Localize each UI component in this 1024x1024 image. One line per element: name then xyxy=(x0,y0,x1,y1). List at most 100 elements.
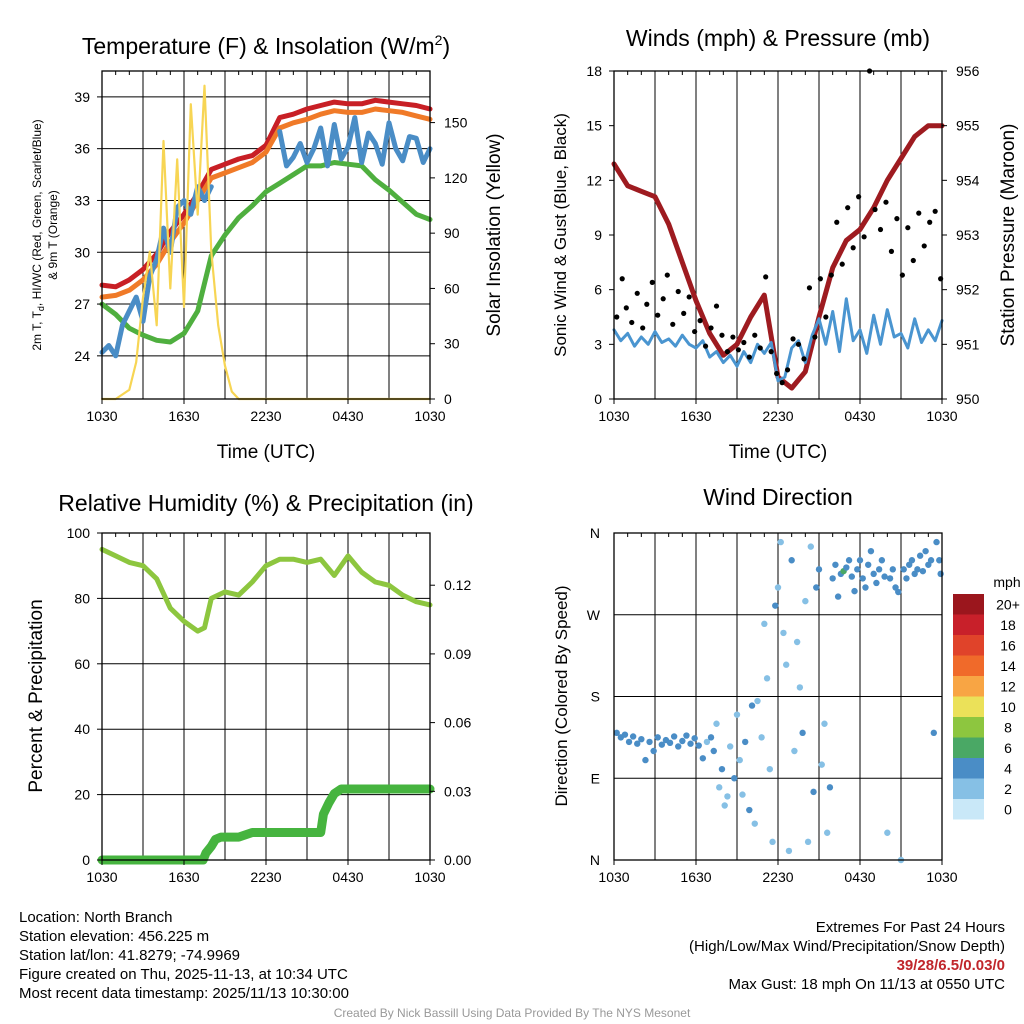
wind-direction-point xyxy=(642,756,649,764)
wind-direction-point xyxy=(777,538,784,546)
wind-direction-point xyxy=(769,838,776,846)
gust-point xyxy=(686,294,692,300)
wind-direction-point xyxy=(774,584,782,591)
colorbar-swatch xyxy=(953,614,984,635)
wind-direction-point xyxy=(683,732,690,739)
x-tick-label: 0430 xyxy=(844,869,875,885)
gust-point xyxy=(927,219,933,225)
gust-point xyxy=(644,301,650,307)
credit-line: Created By Nick Bassill Using Data Provi… xyxy=(333,1006,691,1020)
gust-point xyxy=(702,343,709,349)
x-tick-label: 1030 xyxy=(926,869,957,885)
wind-direction-point xyxy=(810,788,817,796)
wind-direction-point xyxy=(845,557,853,564)
wind-direction-chart-title: Wind Direction xyxy=(703,484,853,510)
y-tick-label: 15 xyxy=(586,118,602,134)
y-tick-label: N xyxy=(590,525,600,541)
wind-direction-point xyxy=(927,557,935,564)
wind-direction-point xyxy=(761,620,768,628)
gust-point xyxy=(697,318,703,324)
x-tick-label: 1630 xyxy=(168,408,199,424)
gust-point xyxy=(823,314,829,320)
y-tick-label: 9 xyxy=(594,227,602,243)
wind-direction-point xyxy=(821,720,828,727)
wind-direction-point xyxy=(675,743,682,750)
y-tick-label: 18 xyxy=(586,63,602,79)
wind-direction-point xyxy=(687,740,694,747)
colorbar-swatch xyxy=(953,758,984,779)
wind-direction-point xyxy=(748,702,756,709)
colorbar-label: 18 xyxy=(1000,617,1016,633)
extremes-values: 39/28/6.5/0.03/0 xyxy=(896,957,1005,974)
humidity-y-axis-label: Percent & Precipitation xyxy=(26,599,47,792)
y-tick-label: S xyxy=(591,689,600,705)
station-location: Location: North Branch xyxy=(19,909,173,926)
wind-direction-point xyxy=(736,756,743,764)
td-line xyxy=(99,160,433,345)
y-right-tick-label: 954 xyxy=(956,172,980,188)
gust-point xyxy=(649,279,655,285)
wind-direction-point xyxy=(733,711,741,718)
wind-direction-point xyxy=(721,802,728,809)
x-tick-label: 0430 xyxy=(332,869,363,885)
y-tick-label: 80 xyxy=(74,590,90,606)
x-tick-label: 2230 xyxy=(250,408,281,424)
gust-point xyxy=(640,325,646,331)
gust-point xyxy=(614,314,620,320)
gust-point xyxy=(899,272,905,278)
wind-direction-point xyxy=(886,575,894,582)
wind-direction-point xyxy=(699,755,707,762)
y-right-tick-label: 956 xyxy=(956,63,980,79)
wind-direction-point xyxy=(726,743,734,750)
gust-point xyxy=(806,285,813,291)
wind-direction-point xyxy=(930,729,937,737)
wind-direction-point xyxy=(718,765,726,773)
wind-direction-point xyxy=(658,741,666,748)
temperature-panel: Temperature (F) & Insolation (W/m2) 1030… xyxy=(30,32,505,463)
wind-direction-point xyxy=(695,742,702,749)
gust-point xyxy=(730,334,736,340)
wind-direction-point xyxy=(826,784,834,791)
y-tick-label: 24 xyxy=(74,348,90,364)
wind-direction-point xyxy=(621,731,629,738)
humidity-grid xyxy=(102,533,430,860)
gust-point xyxy=(888,248,895,254)
y-tick-label: E xyxy=(591,770,600,786)
wind-direction-point xyxy=(802,597,809,605)
y-right-tick-label: 0.00 xyxy=(444,852,471,868)
gust-point xyxy=(623,305,629,311)
gust-point xyxy=(741,339,747,346)
gust-point xyxy=(774,370,780,377)
colorbar-label: 10 xyxy=(1000,699,1016,715)
wind-direction-point xyxy=(815,566,823,573)
wind-direction-point xyxy=(634,740,641,747)
colorbar-swatch xyxy=(953,655,984,676)
gust-point xyxy=(916,210,922,216)
y-tick-label: 27 xyxy=(74,296,90,312)
x-tick-label: 1030 xyxy=(926,408,957,424)
wind-direction-point xyxy=(646,738,653,746)
y-right-tick-label: 0.09 xyxy=(444,646,471,662)
winds-chart-title: Winds (mph) & Pressure (mb) xyxy=(626,25,930,51)
gust-point xyxy=(921,243,927,249)
gust-point xyxy=(692,328,698,335)
wind-direction-point xyxy=(900,566,907,573)
gust-point xyxy=(757,345,763,351)
y-tick-label: 30 xyxy=(74,244,90,260)
gust-point xyxy=(619,276,625,282)
y-right-tick-label: 0.12 xyxy=(444,577,471,593)
gust-point xyxy=(905,225,911,231)
wind-direction-point xyxy=(788,557,795,564)
y-right-tick-label: 120 xyxy=(444,170,468,186)
gust-point xyxy=(861,234,867,240)
wind-direction-point xyxy=(843,564,850,571)
x-tick-label: 1030 xyxy=(598,869,629,885)
y-tick-label: 40 xyxy=(74,721,90,737)
x-tick-label: 1030 xyxy=(86,869,117,885)
speed-colorbar: 0 2 4 6 8 10 12 14 16 18 20+ xyxy=(953,594,1020,820)
winds-grid xyxy=(654,71,902,399)
colorbar-swatch xyxy=(953,635,984,656)
gust-point xyxy=(763,274,769,280)
wind-direction-point xyxy=(638,735,645,743)
